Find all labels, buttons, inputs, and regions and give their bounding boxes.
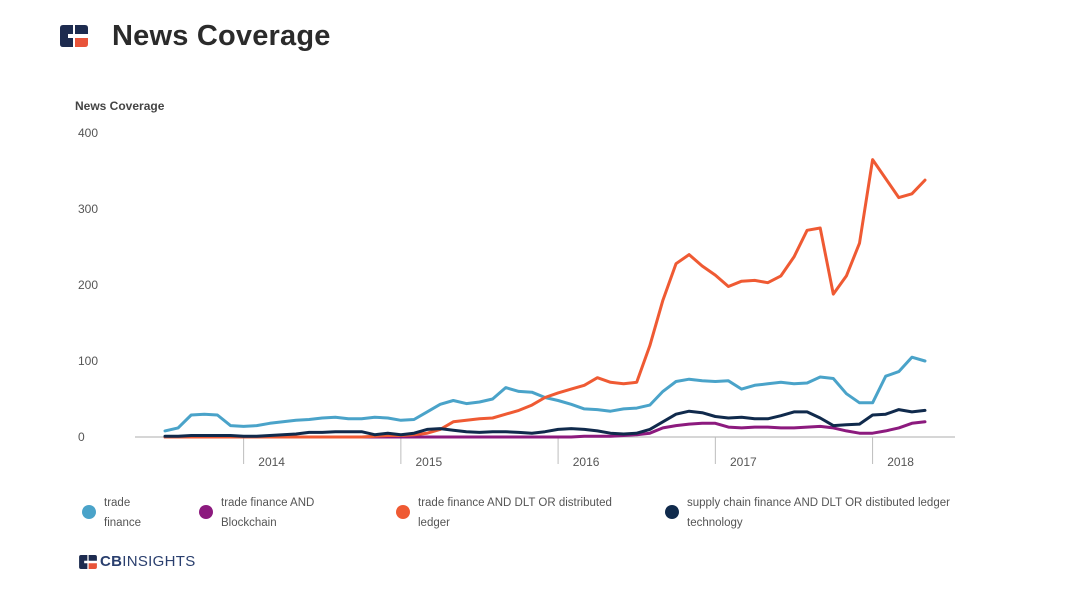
x-tick-label: 2017 <box>730 455 757 469</box>
footer-brand: CBINSIGHTS <box>79 553 196 570</box>
y-tick-label: 100 <box>78 354 98 368</box>
legend-label-line: supply chain finance AND DLT OR distibut… <box>687 497 950 509</box>
x-tick-label: 2018 <box>887 455 914 469</box>
y-tick-label: 0 <box>78 430 85 444</box>
y-tick-label: 200 <box>78 278 98 292</box>
legend-label-line: trade <box>104 497 131 509</box>
y-tick-label: 400 <box>78 126 98 140</box>
series-line-2 <box>163 158 927 439</box>
legend-marker-blockchain <box>199 505 213 519</box>
legend-marker-dlt <box>396 505 410 519</box>
x-tick-label: 2015 <box>416 455 443 469</box>
legend-label-line: technology <box>687 517 743 529</box>
x-tick-label: 2014 <box>258 455 285 469</box>
y-axis: 0 100 200 300 400 <box>78 126 98 444</box>
footer-brand-bold: CB <box>100 553 123 570</box>
legend-marker-trade-finance <box>82 505 96 519</box>
series-line-0 <box>163 355 927 433</box>
legend-label-line: trade finance AND DLT OR distributed <box>418 497 612 509</box>
page-title: News Coverage <box>112 19 331 52</box>
legend-label-line: trade finance AND <box>221 497 315 509</box>
legend-item-dlt[interactable]: trade finance AND DLT OR distributed led… <box>396 493 612 533</box>
legend-label-line: Blockchain <box>221 517 277 529</box>
legend-label-blockchain: trade finance AND Blockchain <box>221 493 314 533</box>
page-header: News Coverage <box>60 18 331 54</box>
legend-label-line: finance <box>104 517 142 529</box>
y-tick-label: 300 <box>78 202 98 216</box>
legend-item-supply-chain[interactable]: supply chain finance AND DLT OR distibut… <box>665 493 950 533</box>
legend-label-supply-chain: supply chain finance AND DLT OR distibut… <box>687 493 950 533</box>
legend-item-blockchain[interactable]: trade finance AND Blockchain <box>199 493 314 533</box>
footer-brand-text: CBINSIGHTS <box>100 553 196 570</box>
legend-item-trade-finance[interactable]: trade finance <box>82 493 141 533</box>
chart-legend: trade finance trade finance AND Blockcha… <box>82 493 982 537</box>
cb-insights-footer-icon <box>79 554 97 569</box>
series-line-3 <box>163 408 927 438</box>
legend-label-dlt: trade finance AND DLT OR distributed led… <box>418 493 612 533</box>
x-axis: 2014 2015 2016 2017 2018 <box>135 436 955 469</box>
legend-marker-supply-chain <box>665 505 679 519</box>
x-tick-label: 2016 <box>573 455 600 469</box>
legend-label-line: ledger <box>418 517 450 529</box>
series-lines <box>163 158 927 439</box>
cb-insights-logo-icon <box>60 25 88 47</box>
y-axis-title: News Coverage <box>75 99 165 113</box>
legend-label-trade-finance: trade finance <box>104 493 141 533</box>
footer-brand-rest: INSIGHTS <box>122 553 196 570</box>
